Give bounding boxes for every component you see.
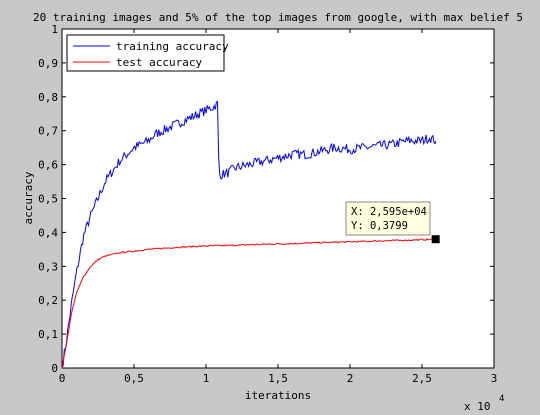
x-exponent-label: x 10 <box>464 400 491 413</box>
x-tick-label: 1,5 <box>268 372 288 385</box>
x-tick-label: 1 <box>203 372 210 385</box>
x-tick-label: 0,5 <box>124 372 144 385</box>
x-exponent-power: 4 <box>499 394 504 404</box>
y-tick-label: 0,6 <box>38 159 58 172</box>
x-axis-label: iterations <box>245 389 311 402</box>
datatip-y-text: Y: 0,3799 <box>351 220 408 232</box>
x-tick-label: 2 <box>347 372 354 385</box>
series-line-test-accuracy <box>61 238 436 369</box>
y-tick-label: 0 <box>51 362 58 375</box>
series-layer <box>61 101 437 369</box>
y-tick-label: 1 <box>51 23 58 36</box>
y-tick-label: 0,5 <box>38 193 58 206</box>
y-tick-label: 0,1 <box>38 328 58 341</box>
x-tick-label: 0 <box>59 372 66 385</box>
chart-title: 20 training images and 5% of the top ima… <box>33 11 523 24</box>
x-axis-ticks: 0 0,5 1 1,5 2 2,5 3 <box>59 29 498 385</box>
legend-box <box>66 34 225 72</box>
datatip-marker[interactable] <box>431 235 440 244</box>
y-axis-label: accuracy <box>22 171 35 224</box>
legend: training accuracy test accuracy <box>66 34 229 72</box>
y-tick-label: 0,3 <box>38 260 58 273</box>
series-line-training-accuracy <box>61 101 437 369</box>
y-tick-label: 0,2 <box>38 294 58 307</box>
plot-area <box>61 28 495 369</box>
y-tick-label: 0,4 <box>38 226 58 239</box>
datatip[interactable]: X: 2,595e+04 Y: 0,3799 <box>345 201 440 244</box>
legend-label-test-accuracy: test accuracy <box>116 56 202 69</box>
y-tick-label: 0,7 <box>38 125 58 138</box>
datatip-x-text: X: 2,595e+04 <box>351 206 427 218</box>
legend-label-training-accuracy: training accuracy <box>116 40 229 53</box>
y-axis-ticks: 0 0,1 0,2 0,3 0,4 0,5 0,6 0,7 0,8 0,9 1 <box>38 23 494 375</box>
y-tick-label: 0,9 <box>38 57 58 70</box>
datatip-box <box>345 201 431 236</box>
x-tick-label: 3 <box>491 372 498 385</box>
x-tick-label: 2,5 <box>412 372 432 385</box>
y-tick-label: 0,8 <box>38 91 58 104</box>
